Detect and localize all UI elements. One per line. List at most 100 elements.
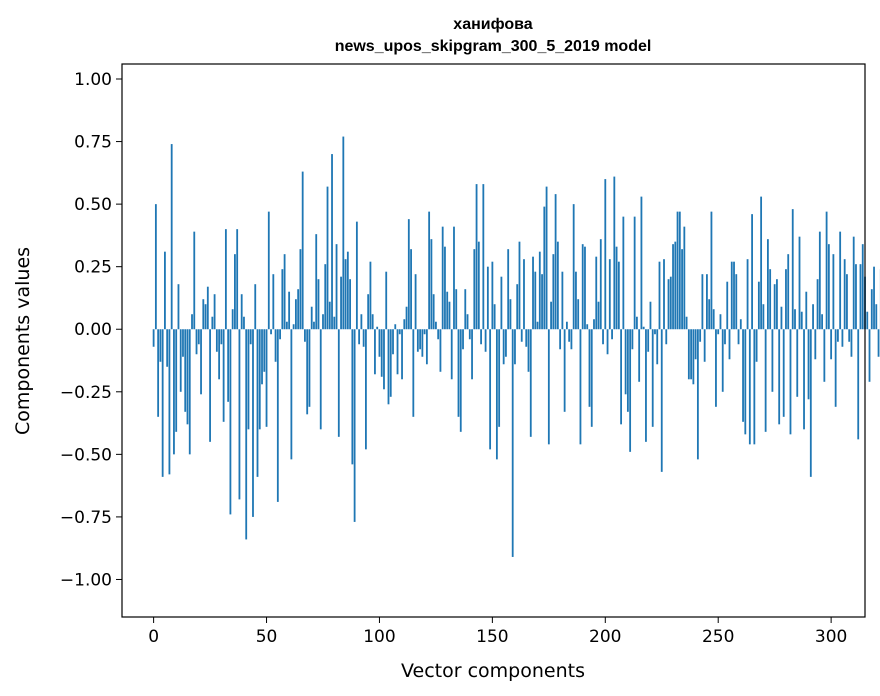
bar-160 (514, 329, 516, 365)
bar-254 (726, 281, 729, 330)
bar-166 (527, 329, 530, 372)
bar-72 (315, 234, 318, 330)
bar-261 (742, 329, 744, 422)
bar-99 (376, 326, 379, 330)
bar-26 (211, 316, 214, 330)
plot-frame (121, 63, 866, 618)
bar-87 (349, 279, 351, 330)
bar-268 (757, 281, 760, 330)
bar-178 (554, 194, 557, 330)
bar-226 (663, 259, 665, 330)
bar-95 (367, 294, 370, 330)
bar-279 (782, 329, 785, 417)
bar-57 (281, 269, 284, 330)
bar-204 (613, 176, 616, 330)
bar-125 (435, 321, 437, 330)
bar-186 (572, 204, 575, 330)
bar-82 (337, 329, 340, 437)
bar-19 (195, 329, 198, 355)
bar-128 (441, 226, 444, 330)
bar-45 (254, 284, 257, 330)
bar-167 (529, 329, 532, 437)
bar-145 (480, 329, 482, 345)
bar-93 (362, 329, 365, 347)
bar-230 (672, 244, 674, 330)
bar-133 (453, 226, 455, 330)
bar-184 (568, 329, 571, 342)
y-axis-label: Components values (12, 247, 34, 435)
bar-32 (224, 229, 227, 330)
bar-251 (719, 314, 722, 330)
bar-314 (861, 244, 864, 330)
bar-39 (240, 294, 243, 330)
bar-64 (297, 289, 300, 330)
bar-232 (676, 211, 679, 330)
x-tick-label: 150 (476, 627, 508, 647)
bar-43 (249, 329, 252, 345)
bar-211 (629, 329, 632, 452)
bar-117 (416, 329, 419, 352)
bar-104 (387, 329, 390, 405)
bar-235 (683, 226, 686, 330)
x-tick-label: 0 (148, 627, 159, 647)
bar-152 (495, 329, 498, 460)
bar-319 (873, 266, 875, 330)
bar-147 (484, 329, 487, 352)
bar-119 (421, 329, 424, 357)
bar-92 (360, 314, 363, 330)
bar-295 (818, 231, 821, 330)
bar-29 (218, 329, 221, 380)
bar-139 (466, 314, 469, 330)
bar-276 (776, 279, 778, 330)
bar-79 (331, 154, 333, 330)
bar-272 (766, 239, 769, 330)
bar-36 (234, 254, 236, 330)
bar-182 (563, 329, 566, 412)
bar-162 (518, 241, 521, 330)
bar-52 (270, 329, 272, 335)
bar-200 (604, 179, 607, 330)
bar-275 (773, 284, 776, 330)
bar-46 (256, 329, 259, 477)
bar-185 (570, 329, 573, 350)
bar-165 (525, 329, 528, 347)
bar-242 (699, 329, 702, 342)
bar-258 (735, 274, 738, 330)
bar-248 (712, 309, 715, 330)
bar-130 (446, 291, 449, 330)
bar-255 (728, 329, 731, 360)
bar-27 (213, 294, 216, 330)
bar-281 (787, 254, 790, 330)
bar-149 (489, 329, 492, 450)
y-tick-label: 0.25 (74, 258, 112, 278)
bar-144 (477, 241, 480, 330)
bar-115 (412, 329, 415, 417)
bar-320 (875, 304, 878, 330)
bar-262 (744, 329, 747, 435)
chart-subtitle: news_upos_skipgram_300_5_2019 model (335, 38, 652, 55)
bar-68 (306, 329, 309, 415)
bar-77 (326, 186, 329, 330)
bar-16 (188, 329, 191, 455)
bar-221 (651, 329, 654, 427)
bar-234 (681, 249, 683, 330)
y-tick-label: −0.75 (60, 508, 112, 528)
bar-67 (304, 329, 306, 342)
bar-81 (335, 244, 338, 330)
bar-90 (355, 221, 358, 330)
bar-47 (258, 329, 261, 430)
bar-34 (229, 329, 232, 515)
bar-17 (191, 314, 193, 330)
bar-284 (794, 309, 796, 330)
bar-118 (419, 329, 422, 350)
bar-83 (340, 276, 342, 330)
bar-38 (238, 329, 241, 500)
bar-3 (159, 329, 162, 362)
bar-6 (166, 329, 169, 367)
bar-153 (498, 329, 501, 427)
bar-40 (243, 316, 245, 330)
bar-195 (593, 319, 595, 330)
bar-212 (631, 329, 634, 350)
bar-109 (398, 329, 401, 335)
bar-120 (423, 329, 426, 335)
